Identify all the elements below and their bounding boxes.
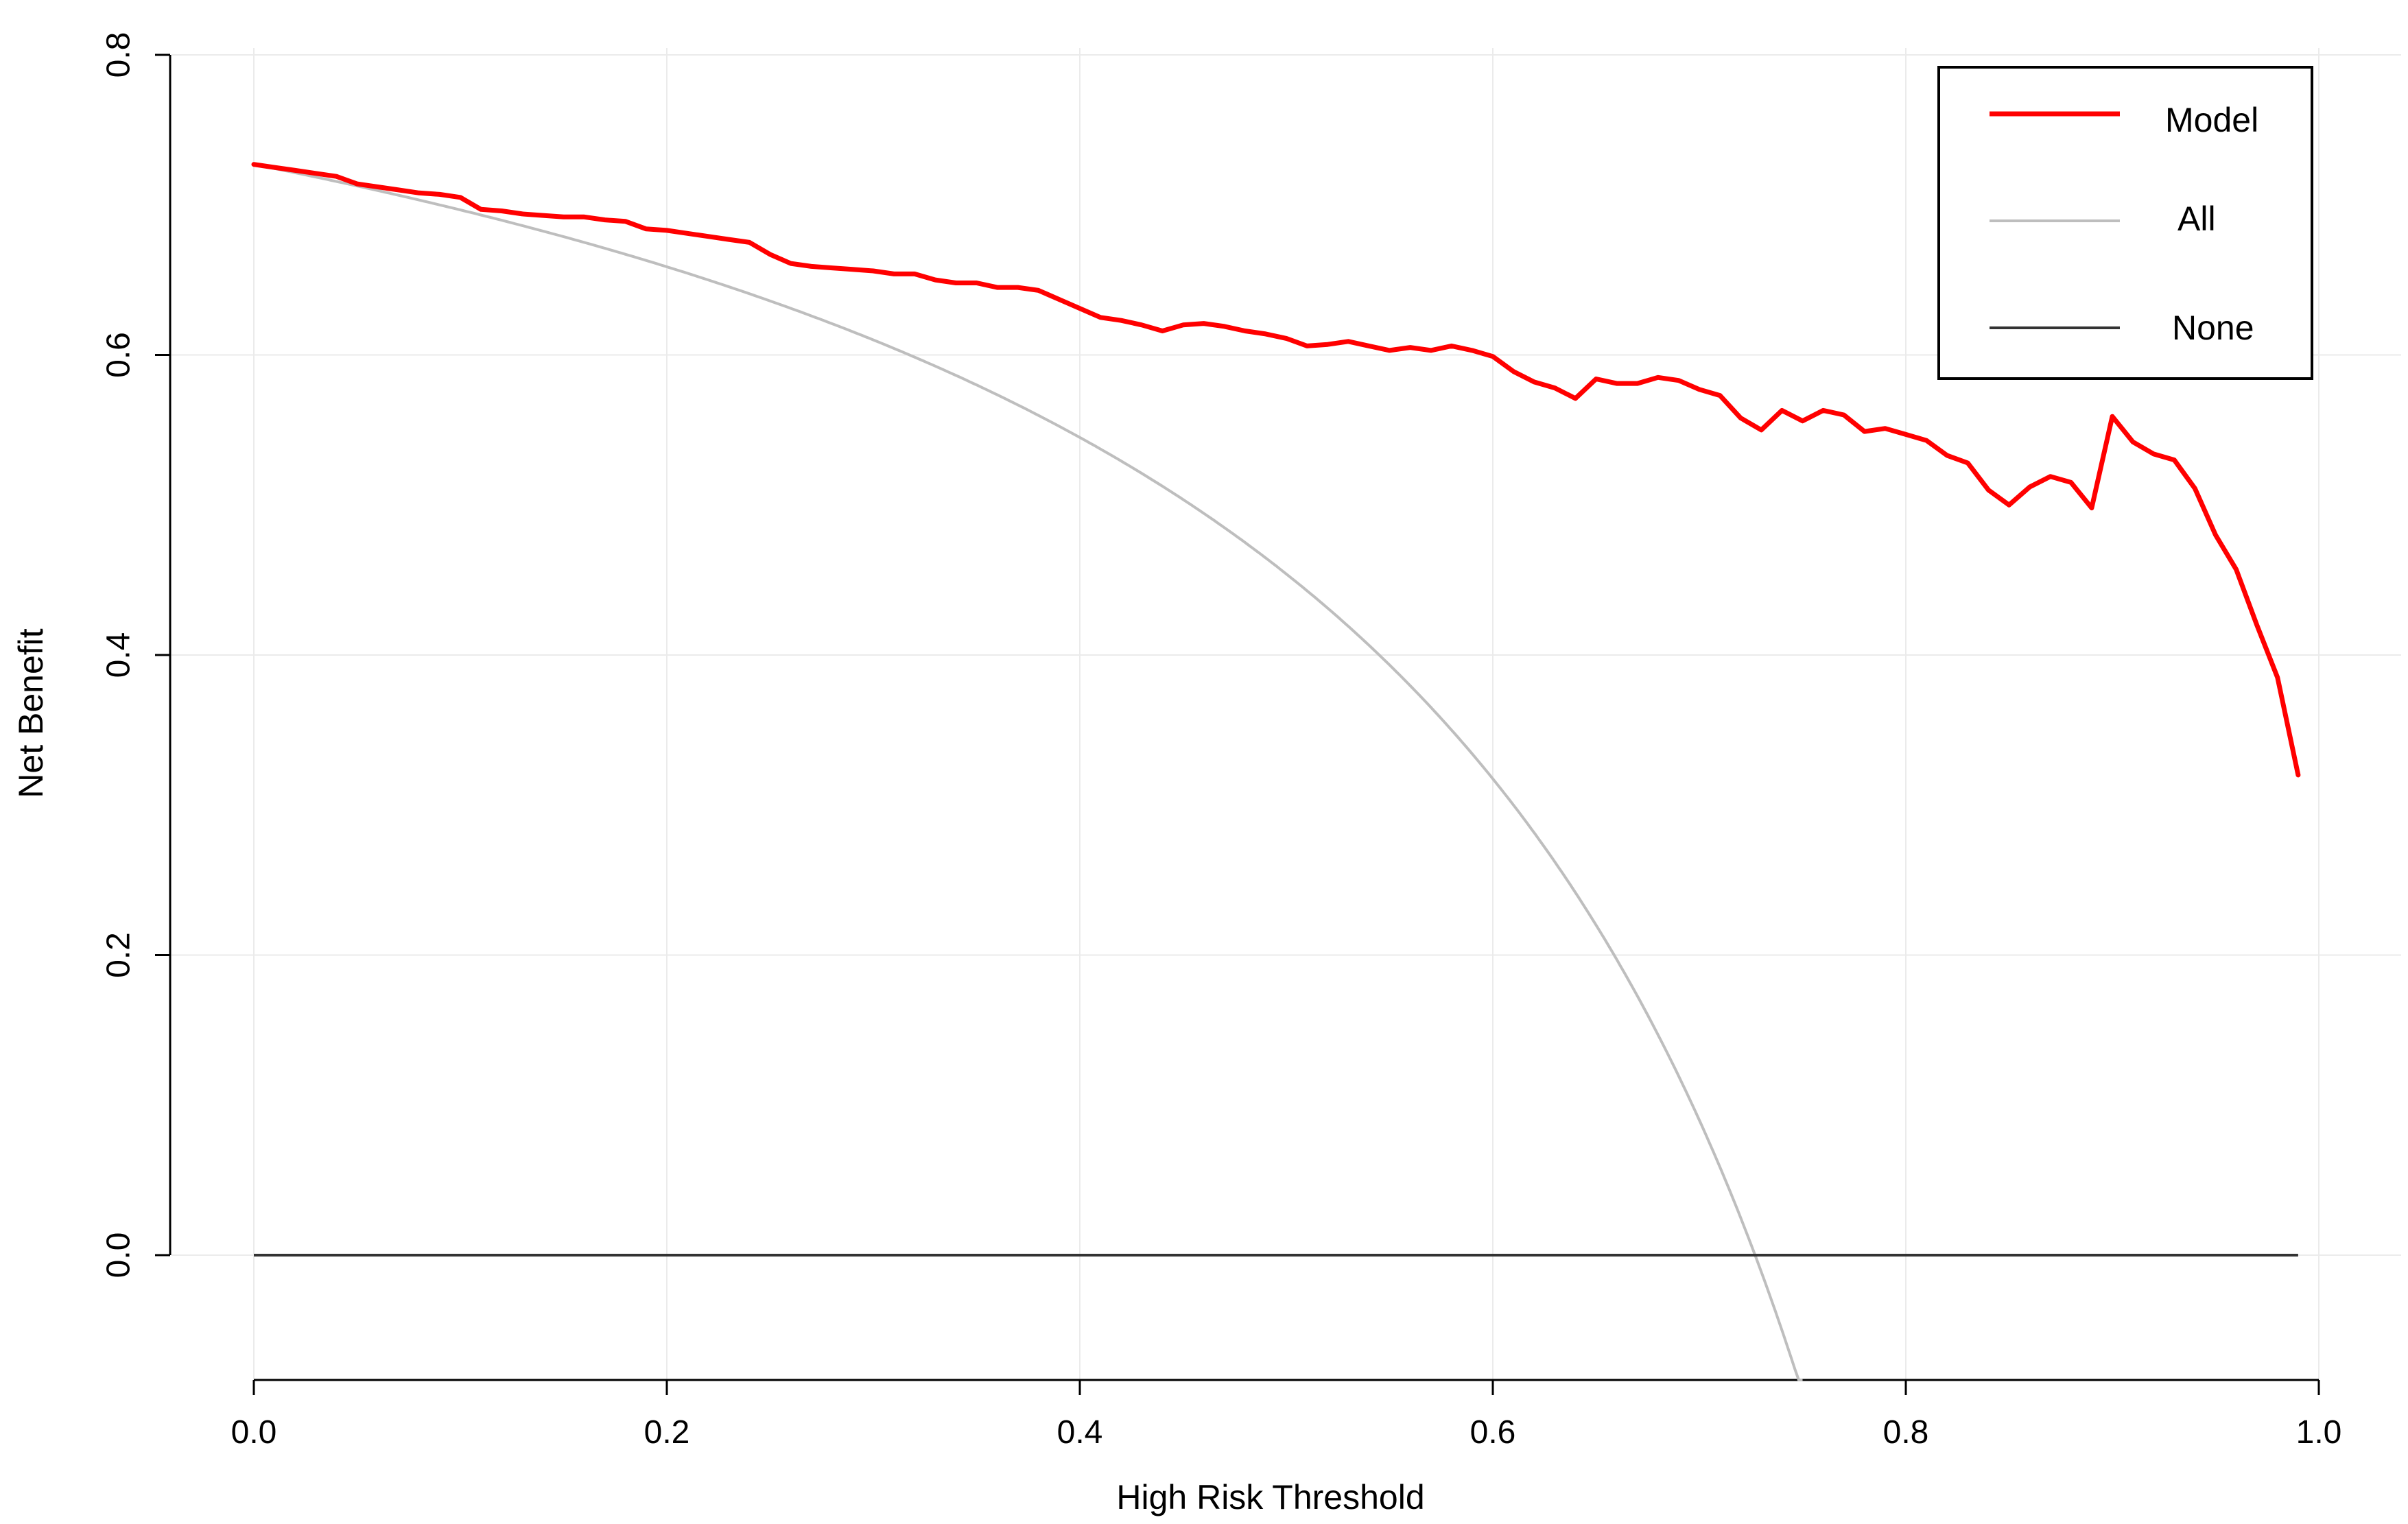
- legend-label-all: All: [2177, 200, 2216, 238]
- series-all-line: [253, 163, 1803, 1381]
- y-tick-label: 0.8: [101, 32, 137, 78]
- legend-label-model: Model: [2165, 101, 2258, 139]
- series-group: [251, 162, 2301, 1381]
- legend-label-none: None: [2172, 309, 2254, 347]
- y-tick-label: 0.2: [101, 932, 137, 978]
- x-tick-label: 0.8: [1883, 1414, 1929, 1451]
- series-model-line: [251, 162, 2301, 778]
- x-tick-label: 0.2: [644, 1414, 690, 1451]
- y-tick-label: 0.4: [101, 632, 137, 678]
- axes: 0.0 0.2 0.4 0.6 0.8 0.0 0.2 0.4 0.6 0.8 1.0: [101, 32, 2342, 1451]
- x-tick-label: 0.6: [1470, 1414, 1516, 1451]
- x-tick-label: 0.0: [231, 1414, 277, 1451]
- legend: Model All None: [1937, 66, 2313, 380]
- y-tick-label: 0.0: [101, 1233, 137, 1278]
- y-axis-title: Net Benefit: [12, 628, 50, 798]
- x-tick-label: 1.0: [2296, 1414, 2342, 1451]
- y-tick-label: 0.6: [101, 332, 137, 378]
- x-axis-title: High Risk Threshold: [1116, 1478, 1424, 1516]
- x-tick-label: 0.4: [1057, 1414, 1103, 1451]
